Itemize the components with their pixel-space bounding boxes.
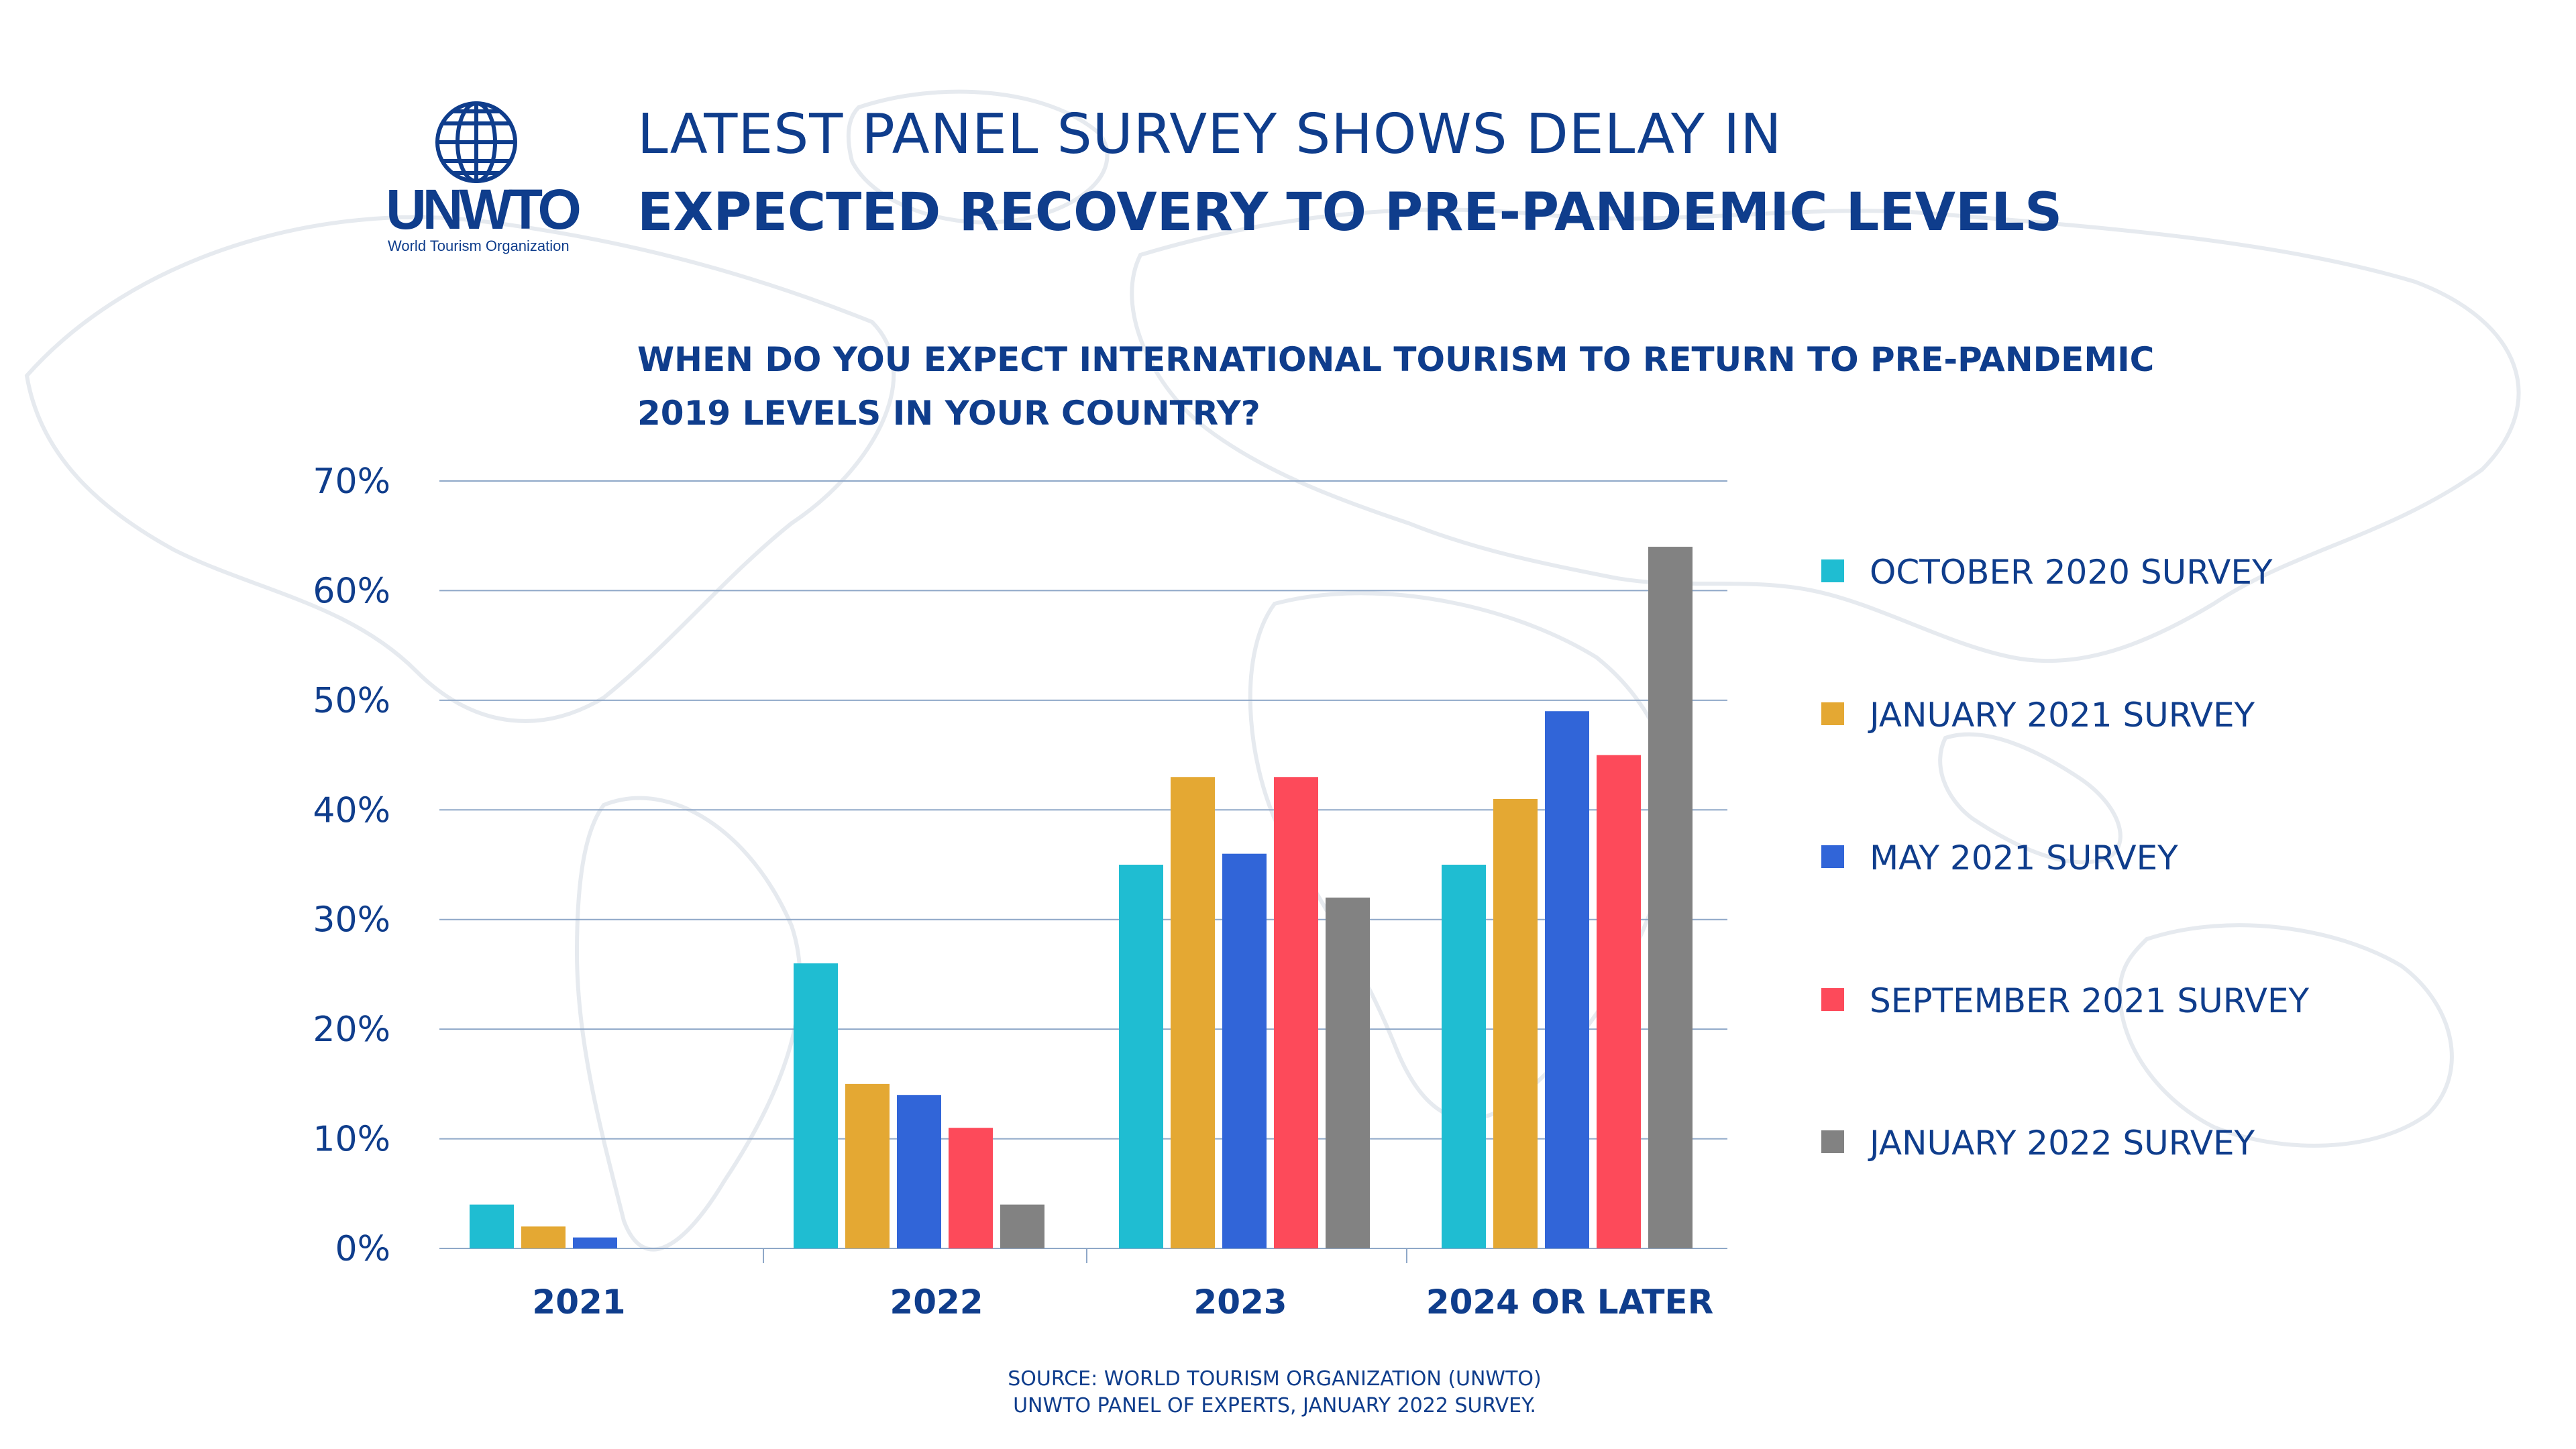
legend-label: JANUARY 2021 SURVEY	[1868, 696, 2255, 735]
chart-question: WHEN DO YOU EXPECT INTERNATIONAL TOURISM…	[637, 333, 2247, 440]
question-line-1: WHEN DO YOU EXPECT INTERNATIONAL TOURISM…	[637, 340, 2155, 379]
y-tick-label: 70%	[313, 462, 390, 502]
bar	[1222, 853, 1267, 1248]
x-tick-label: 2022	[890, 1283, 983, 1322]
bar	[1597, 755, 1641, 1248]
y-tick-label: 10%	[313, 1120, 390, 1160]
logo-wordmark: UNWTO	[381, 181, 582, 237]
bar	[470, 1204, 514, 1248]
bar	[1171, 777, 1215, 1248]
logo-name: UNWTO	[386, 178, 582, 241]
x-axis-ticks: 2021 2022 2023 2024 OR LATER	[532, 1283, 1713, 1322]
y-tick-label: 20%	[313, 1010, 390, 1050]
legend-swatch	[1821, 845, 1844, 868]
y-tick-label: 30%	[313, 900, 390, 941]
bar	[1545, 711, 1589, 1248]
bar	[1442, 865, 1486, 1248]
bar	[1493, 798, 1538, 1248]
question-line-2: 2019 LEVELS IN YOUR COUNTRY?	[637, 394, 1260, 433]
legend-label: MAY 2021 SURVEY	[1870, 839, 2178, 877]
legend-label: JANUARY 2022 SURVEY	[1868, 1124, 2255, 1163]
legend: OCTOBER 2020 SURVEY JANUARY 2021 SURVEY MA…	[1821, 553, 2310, 1163]
bar	[573, 1237, 617, 1248]
bar	[794, 963, 838, 1248]
legend-swatch	[1821, 702, 1844, 725]
legend-label: OCTOBER 2020 SURVEY	[1870, 553, 2273, 592]
bar	[521, 1226, 566, 1248]
x-tick-label: 2021	[532, 1283, 625, 1322]
globe-icon	[435, 101, 517, 183]
bar	[897, 1095, 941, 1248]
legend-swatch	[1821, 1130, 1844, 1153]
bar	[1000, 1204, 1044, 1248]
source-line-2: UNWTO PANEL OF EXPERTS, JANUARY 2022 SUR…	[1013, 1394, 1536, 1417]
logo-subtitle: World Tourism Organization	[388, 237, 570, 254]
y-tick-label: 50%	[313, 681, 390, 721]
legend-swatch	[1821, 559, 1844, 582]
x-tick-label: 2024 OR LATER	[1426, 1283, 1713, 1322]
y-tick-label: 60%	[313, 571, 390, 611]
unwto-logo: UNWTO World Tourism Organization	[381, 101, 582, 262]
bar	[1274, 777, 1318, 1248]
y-tick-label: 40%	[313, 790, 390, 830]
x-tick-label: 2023	[1193, 1283, 1287, 1322]
title-line-1: LATEST PANEL SURVEY SHOWS DELAY IN	[637, 103, 1782, 166]
bar	[1648, 547, 1693, 1248]
y-axis-ticks: 0% 10% 20% 30% 40% 50% 60% 70%	[313, 462, 390, 1269]
bar	[1326, 898, 1370, 1248]
y-tick-label: 0%	[335, 1229, 391, 1269]
bar	[949, 1128, 993, 1248]
legend-swatch	[1821, 988, 1844, 1011]
title-line-2: EXPECTED RECOVERY TO PRE-PANDEMIC LEVELS	[637, 182, 2063, 243]
source-note: SOURCE: WORLD TOURISM ORGANIZATION (UNWT…	[872, 1366, 1677, 1419]
source-line-1: SOURCE: WORLD TOURISM ORGANIZATION (UNWT…	[1008, 1367, 1542, 1391]
legend-label: SEPTEMBER 2021 SURVEY	[1870, 981, 2310, 1020]
bar	[1119, 865, 1163, 1248]
bars	[470, 547, 1693, 1248]
bar	[845, 1083, 890, 1248]
